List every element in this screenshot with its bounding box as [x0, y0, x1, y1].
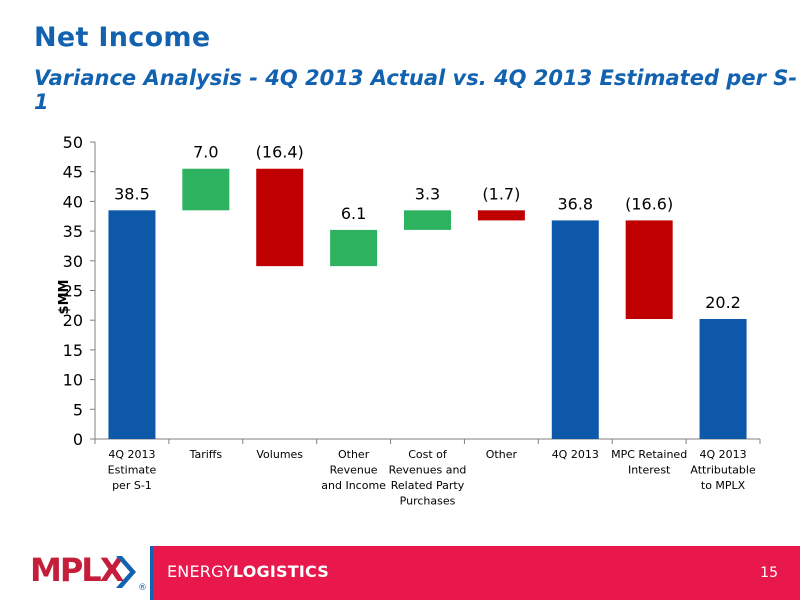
- x-tick-label-line: Related Party: [391, 479, 465, 492]
- bar-decrease: [625, 220, 673, 320]
- data-label: 20.2: [705, 293, 741, 312]
- data-label: (1.7): [482, 184, 520, 203]
- mplx-logo-letters: MPLX: [30, 551, 125, 589]
- x-tick-label-line: Estimate: [108, 464, 157, 477]
- brand-wordmark: ENERGYLOGISTICS: [167, 562, 329, 581]
- y-tick-label: 15: [63, 341, 83, 360]
- data-label: 38.5: [114, 184, 150, 203]
- data-labels-group: 38.5 7.0 (16.4) 6.1 3.3 (1.7) 36.8 (16.6) 20.2: [114, 143, 741, 312]
- bar-decrease: [256, 168, 304, 267]
- x-tick-label: 4Q 2013 Attributable to MPLX: [690, 448, 756, 492]
- x-tick-label-line: to MPLX: [701, 479, 746, 492]
- bars-group: [108, 168, 747, 439]
- x-tick-label-line: Revenues and: [389, 464, 467, 477]
- logo-chevron-icon: [116, 556, 136, 588]
- data-label: 7.0: [193, 143, 218, 162]
- footer-band: [150, 546, 800, 600]
- y-tick-label: 0: [73, 430, 83, 449]
- y-axis-label: $MM: [57, 280, 72, 315]
- y-tick-label: 50: [63, 133, 83, 152]
- brand-bold-text: LOGISTICS: [232, 562, 329, 581]
- x-tick-label-line: 4Q 2013: [108, 448, 155, 461]
- brand-light-text: ENERGY: [167, 562, 233, 581]
- mplx-logo: MPLX ®: [30, 548, 150, 601]
- x-tick-label-line: MPC Retained: [611, 448, 687, 461]
- data-label: 3.3: [415, 184, 440, 203]
- x-tick-label-line: Tariffs: [189, 448, 223, 461]
- page-number: 15: [760, 565, 778, 581]
- x-axis: 4Q 2013 Estimate per S-1 Tariffs Volumes Othe…: [94, 438, 761, 508]
- bar-total: [699, 319, 747, 439]
- x-tick-label-line: 4Q 2013: [552, 448, 599, 461]
- mplx-logo-graphic: MPLX ®: [30, 551, 147, 593]
- bar-decrease: [477, 210, 525, 221]
- y-tick-label: 30: [63, 252, 83, 271]
- x-tick-label-line: Cost of: [408, 448, 448, 461]
- x-tick-label-line: Purchases: [400, 495, 456, 508]
- x-tick-label-line: per S-1: [112, 479, 152, 492]
- x-tick-label: Cost of Revenues and Related Party Purchase…: [389, 448, 467, 508]
- page-title: Net Income: [34, 22, 211, 53]
- footer-separator: [150, 546, 153, 600]
- registered-mark-icon: ®: [138, 583, 147, 593]
- data-label: 6.1: [341, 204, 366, 223]
- waterfall-chart: 0 5 10 15 20 25 30 35 40 45 50 4Q 2013 Estimate per …: [57, 133, 761, 508]
- x-tick-label: 4Q 2013 Estimate per S-1: [108, 448, 157, 492]
- y-tick-label: 25: [63, 282, 83, 301]
- x-tick-label-line: Other: [486, 448, 518, 461]
- x-tick-label-line: 4Q 2013: [699, 448, 746, 461]
- y-tick-label: 45: [63, 163, 83, 182]
- x-tick-label-line: Volumes: [256, 448, 303, 461]
- page-subtitle: Variance Analysis - 4Q 2013 Actual vs. 4…: [34, 66, 798, 114]
- data-label: 36.8: [557, 194, 593, 213]
- x-tick-label: Volumes: [256, 448, 303, 461]
- y-tick-label: 10: [63, 371, 83, 390]
- y-axis: 0 5 10 15 20 25 30 35 40 45 50: [63, 133, 96, 449]
- y-tick-label: 40: [63, 192, 83, 211]
- y-tick-label: 35: [63, 222, 83, 241]
- x-tick-label: Other Revenue and Income: [321, 448, 386, 492]
- bar-total: [108, 210, 156, 439]
- bar-increase: [330, 229, 378, 267]
- x-tick-label-line: Other: [338, 448, 370, 461]
- x-tick-label: MPC Retained Interest: [611, 448, 687, 477]
- bar-total: [551, 220, 599, 439]
- x-tick-label: Other: [486, 448, 518, 461]
- x-tick-label: Tariffs: [189, 448, 223, 461]
- x-tick-label-line: Attributable: [690, 464, 756, 477]
- x-tick-label-line: and Income: [321, 479, 386, 492]
- x-tick-label-line: Interest: [628, 464, 671, 477]
- y-tick-label: 20: [63, 311, 83, 330]
- data-label: (16.6): [625, 194, 673, 213]
- bar-increase: [182, 168, 230, 211]
- x-tick-label-line: Revenue: [330, 464, 378, 477]
- x-tick-label: 4Q 2013: [552, 448, 599, 461]
- data-label: (16.4): [256, 143, 304, 162]
- bar-increase: [404, 210, 451, 230]
- y-tick-label: 5: [73, 400, 83, 419]
